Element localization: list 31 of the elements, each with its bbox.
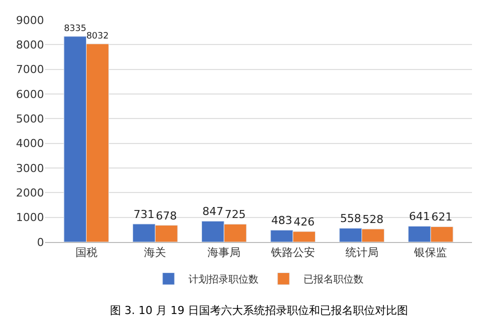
y-tick-label: 8000 bbox=[16, 38, 44, 52]
data-label: 725 bbox=[224, 208, 246, 222]
data-label: 8032 bbox=[86, 31, 109, 42]
data-label: 678 bbox=[156, 209, 177, 222]
data-label: 847 bbox=[202, 205, 224, 218]
x-tick-label: 统计局 bbox=[345, 246, 378, 260]
y-tick-label: 9000 bbox=[16, 14, 44, 27]
data-label: 731 bbox=[134, 208, 154, 221]
data-label: 528 bbox=[362, 212, 384, 226]
x-tick-label: 海关 bbox=[144, 246, 166, 260]
x-tick-label: 银保监 bbox=[413, 246, 448, 260]
x-tick-label: 海事局 bbox=[208, 246, 241, 260]
y-tick-label: 1000 bbox=[16, 211, 44, 224]
y-tick-label: 7000 bbox=[16, 63, 44, 76]
data-label: 558 bbox=[340, 212, 362, 226]
data-label: 8335 bbox=[64, 24, 86, 34]
y-tick-label: 0 bbox=[37, 236, 44, 249]
x-tick-label: 国税 bbox=[75, 246, 98, 260]
y-tick-label: 5000 bbox=[16, 112, 44, 126]
data-label: 621 bbox=[431, 210, 452, 224]
legend-label: 已报名职位数 bbox=[304, 274, 364, 286]
data-label: 641 bbox=[408, 210, 430, 224]
caption: 图 3. 10 月 19 日国考六大系统招录职位和已报名职位对比图 bbox=[110, 304, 408, 317]
x-tick-label: 铁路公安 bbox=[270, 246, 315, 260]
legend-label: 计划招录职位数 bbox=[188, 274, 258, 286]
y-tick-label: 4000 bbox=[16, 137, 44, 150]
y-tick-label: 2000 bbox=[16, 186, 44, 200]
y-tick-label: 3000 bbox=[16, 162, 44, 175]
data-label: 483 bbox=[271, 214, 292, 228]
data-label: 426 bbox=[294, 215, 315, 228]
y-tick-label: 6000 bbox=[16, 88, 44, 101]
